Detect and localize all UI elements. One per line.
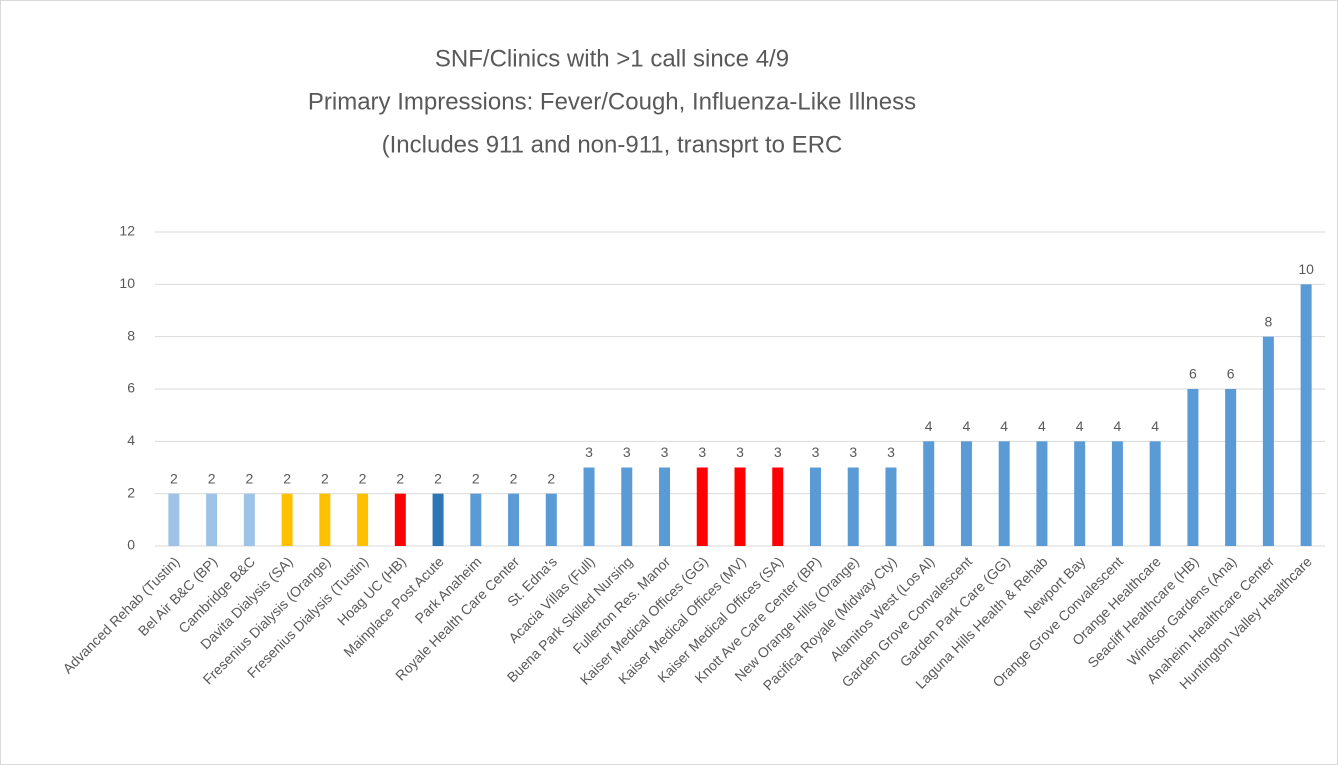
bar — [1300, 284, 1312, 546]
bar — [243, 493, 255, 546]
data-label: 2 — [472, 470, 480, 486]
bar — [847, 467, 859, 546]
chart-title: Primary Impressions: Fever/Cough, Influe… — [308, 88, 916, 115]
data-label: 2 — [321, 470, 329, 486]
bar — [545, 493, 557, 546]
bar — [960, 441, 972, 546]
chart-title: SNF/Clinics with >1 call since 4/9 — [435, 45, 789, 72]
data-label: 4 — [925, 418, 933, 434]
bar — [583, 467, 595, 546]
data-label: 3 — [849, 444, 857, 460]
bar — [1111, 441, 1123, 546]
data-label: 2 — [396, 470, 404, 486]
data-label: 2 — [359, 470, 367, 486]
y-tick-label: 2 — [127, 484, 135, 500]
data-label: 3 — [887, 444, 895, 460]
bar — [885, 467, 897, 546]
data-label: 2 — [283, 470, 291, 486]
data-label: 3 — [585, 444, 593, 460]
y-tick-label: 10 — [119, 275, 135, 291]
y-tick-label: 0 — [127, 537, 135, 553]
data-label: 2 — [510, 470, 518, 486]
data-label: 10 — [1298, 261, 1314, 277]
bar — [319, 493, 331, 546]
data-label: 8 — [1264, 313, 1272, 329]
data-label: 2 — [170, 470, 178, 486]
data-label: 4 — [1114, 418, 1122, 434]
bar — [734, 467, 746, 546]
data-label: 2 — [434, 470, 442, 486]
data-label: 6 — [1227, 366, 1235, 382]
y-tick-label: 6 — [127, 380, 135, 396]
bar — [206, 493, 218, 546]
data-label: 2 — [208, 470, 216, 486]
data-label: 4 — [1151, 418, 1159, 434]
data-label: 3 — [623, 444, 631, 460]
bar — [508, 493, 520, 546]
bar — [394, 493, 406, 546]
data-label: 4 — [1038, 418, 1046, 434]
data-label: 3 — [661, 444, 669, 460]
data-label: 4 — [963, 418, 971, 434]
data-label: 2 — [547, 470, 555, 486]
bar — [923, 441, 935, 546]
chart-title: (Includes 911 and non-911, transprt to E… — [382, 131, 843, 158]
bar — [772, 467, 784, 546]
y-tick-label: 12 — [119, 223, 135, 239]
bar — [621, 467, 633, 546]
y-tick-label: 4 — [127, 432, 135, 448]
bar — [1074, 441, 1086, 546]
data-label: 4 — [1000, 418, 1008, 434]
data-label: 3 — [812, 444, 820, 460]
data-label: 3 — [698, 444, 706, 460]
bar — [168, 493, 180, 546]
bar — [659, 467, 671, 546]
bar — [357, 493, 369, 546]
data-label: 4 — [1076, 418, 1084, 434]
bar — [696, 467, 708, 546]
data-label: 6 — [1189, 366, 1197, 382]
data-label: 3 — [736, 444, 744, 460]
data-label: 3 — [774, 444, 782, 460]
bar — [1187, 389, 1199, 546]
bar — [1149, 441, 1161, 546]
bar — [470, 493, 482, 546]
y-tick-label: 8 — [127, 327, 135, 343]
bar — [809, 467, 821, 546]
bar — [1225, 389, 1237, 546]
bar — [432, 493, 444, 546]
bar — [281, 493, 293, 546]
bar — [1036, 441, 1048, 546]
data-label: 2 — [245, 470, 253, 486]
bar — [998, 441, 1010, 546]
bar — [1262, 336, 1274, 546]
